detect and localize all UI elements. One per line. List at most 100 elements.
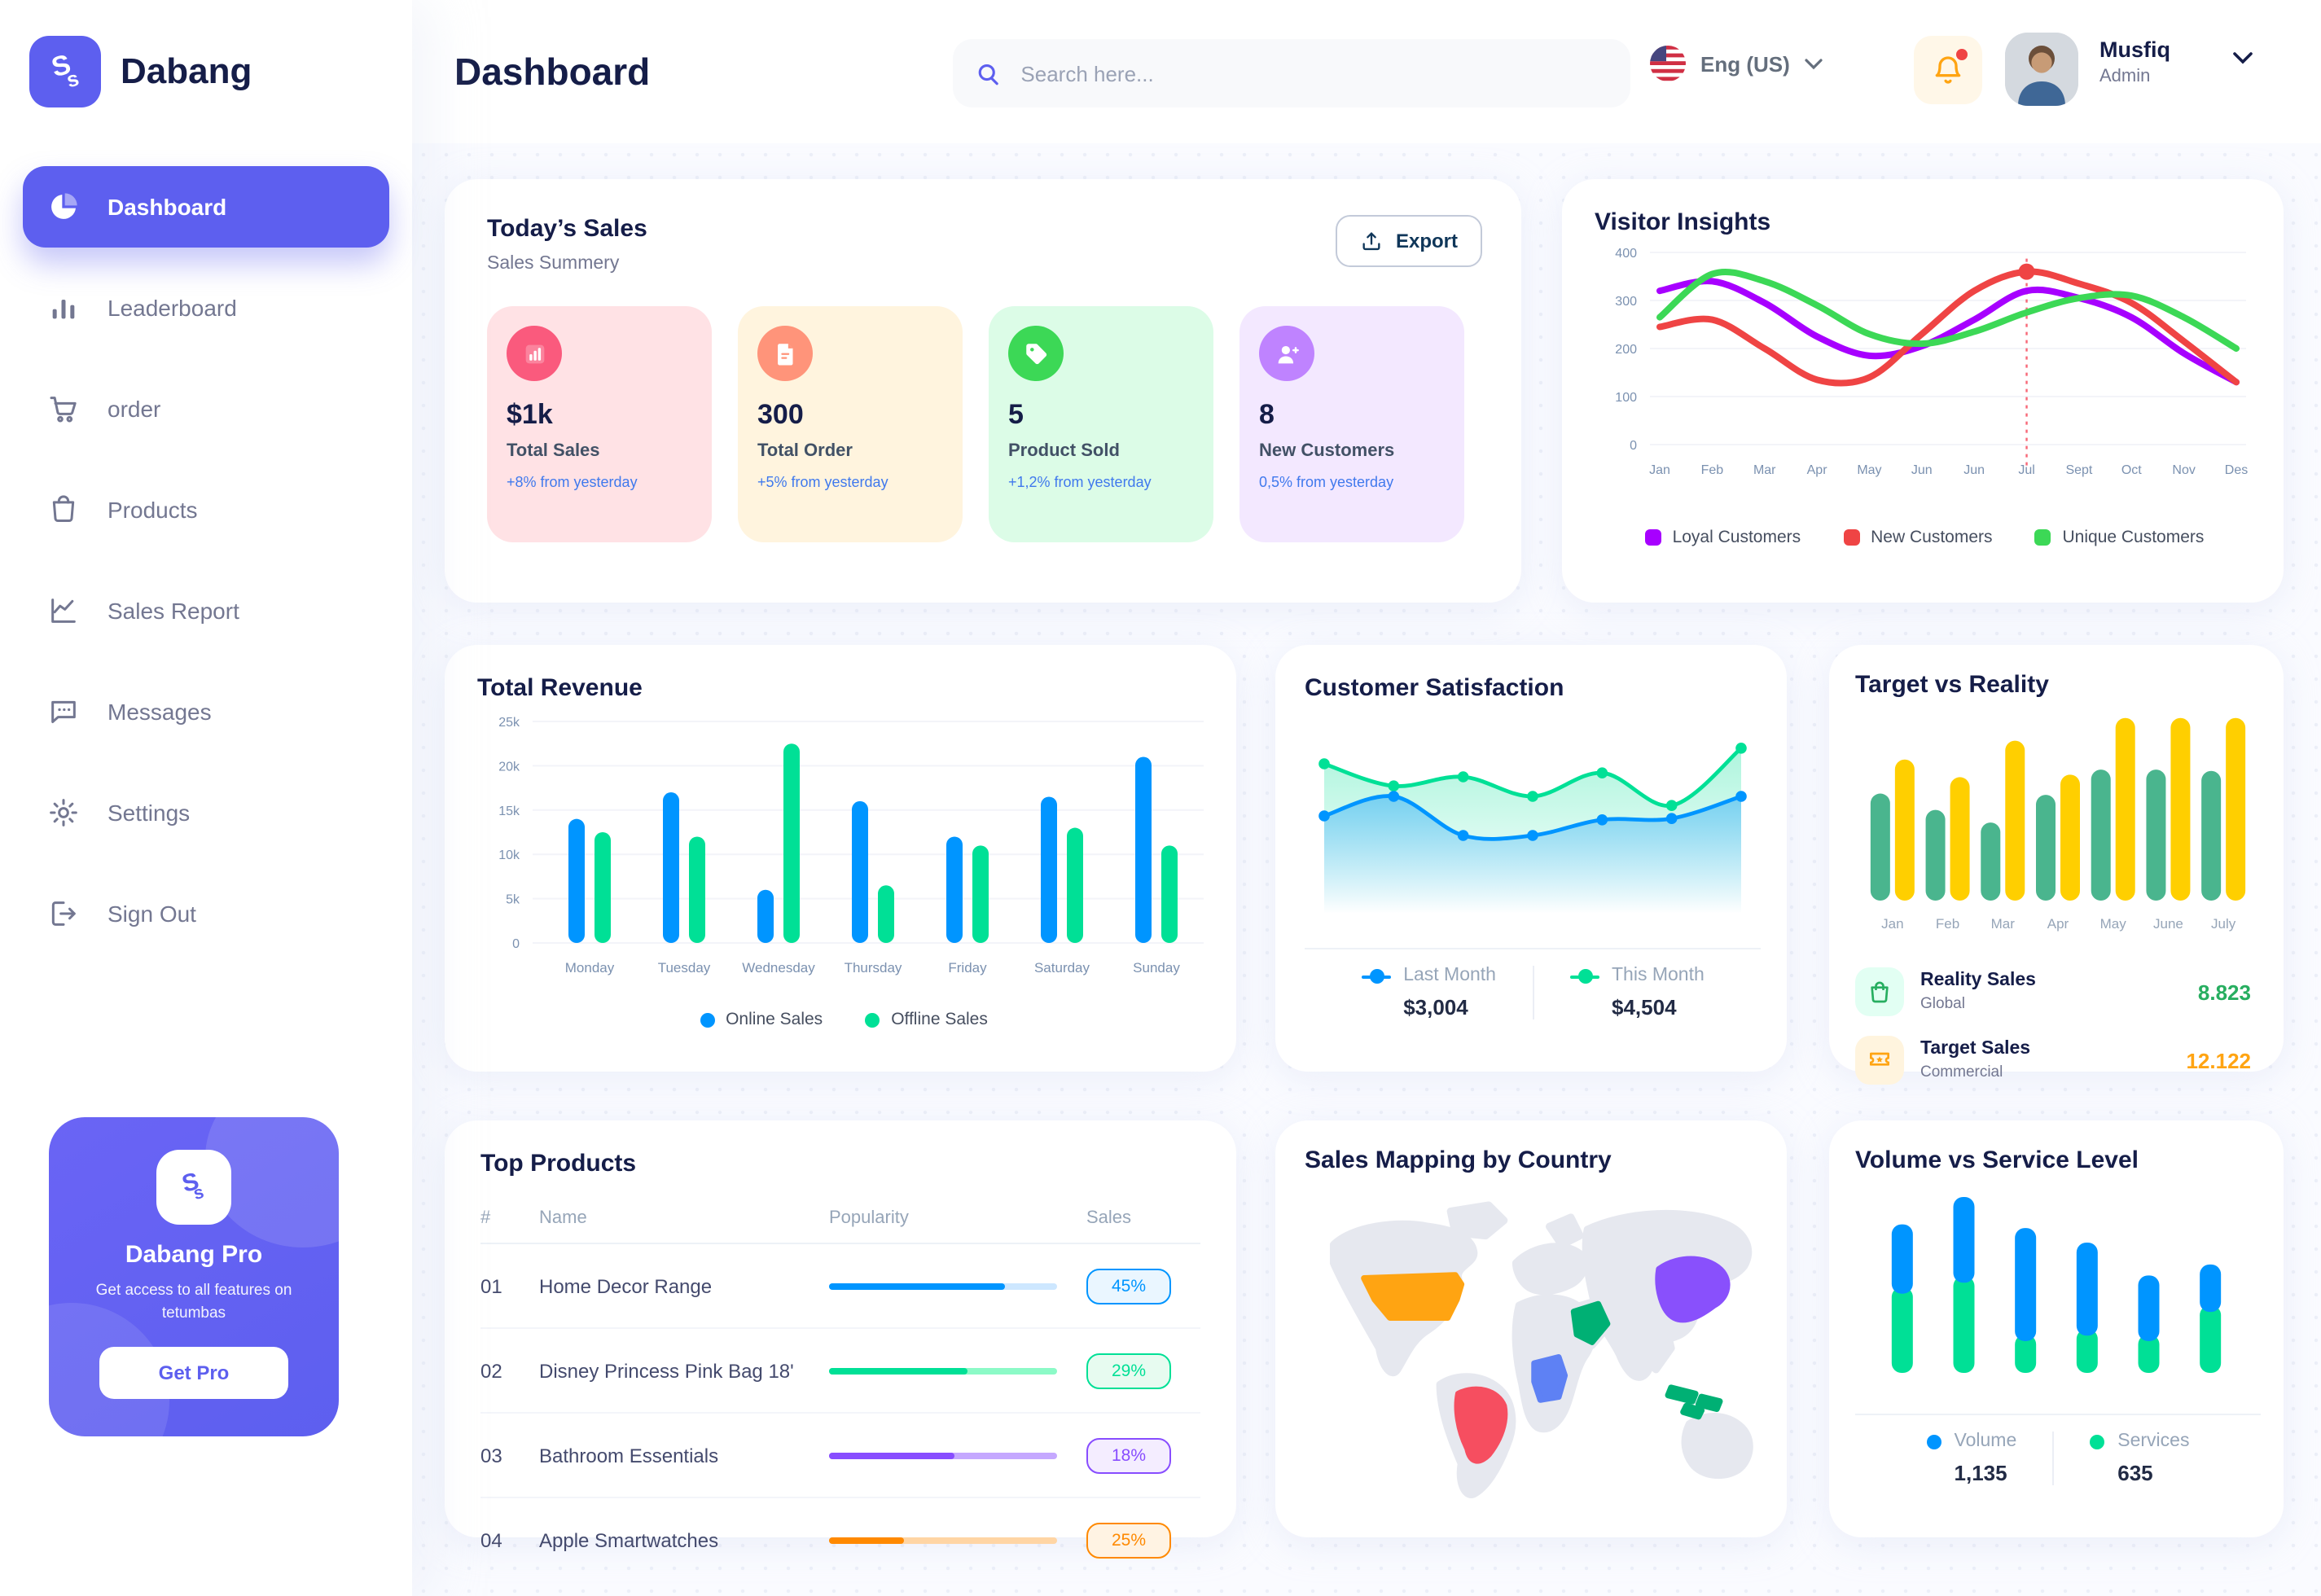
svg-text:0: 0 [1630, 439, 1637, 453]
stat-delta: +1,2% from yesterday [1008, 474, 1152, 490]
sales-badge: 45% [1086, 1268, 1171, 1304]
sign-out-icon [46, 896, 81, 932]
svg-text:100: 100 [1615, 391, 1637, 405]
content-area: Today’s Sales Sales Summery Export $1k T… [412, 143, 2321, 1596]
gear-icon [46, 795, 81, 831]
product-rank: 04 [480, 1528, 502, 1551]
stats-row: $1k Total Sales +8% from yesterday 300 T… [445, 274, 1521, 542]
stat-chart-icon [507, 326, 562, 381]
top-products-card: Top Products # Name Popularity Sales 01 … [445, 1120, 1236, 1558]
svg-text:Des: Des [2225, 463, 2248, 477]
stat-value: 5 [1008, 399, 1024, 430]
sidebar-item-label: Sign Out [107, 901, 196, 927]
product-name: Apple Smartwatches [539, 1528, 719, 1551]
stat-card-total-order[interactable]: 300 Total Order +5% from yesterday [738, 306, 963, 542]
svg-text:Jul: Jul [2018, 463, 2034, 477]
svg-text:Feb: Feb [1701, 463, 1724, 477]
svg-text:Apr: Apr [1807, 463, 1828, 477]
product-name: Bathroom Essentials [539, 1444, 719, 1467]
sidebar-item-sales-report[interactable]: Sales Report [23, 570, 389, 651]
product-row-apple-smartwatches[interactable]: 04 Apple Smartwatches 25% [480, 1498, 1200, 1581]
sales-mapping-title: Sales Mapping by Country [1305, 1147, 1612, 1174]
export-button[interactable]: Export [1335, 215, 1482, 267]
visitor-insights-card: Visitor Insights 0 100 200 300 400 Jan Feb Mar A… [1562, 179, 2284, 603]
stat-user-plus-icon [1259, 326, 1314, 381]
product-rank: 03 [480, 1444, 502, 1467]
language-selector[interactable]: Eng (US) [1650, 46, 1823, 81]
svg-text:400: 400 [1615, 247, 1637, 261]
sidebar-item-sign-out[interactable]: Sign Out [23, 873, 389, 954]
top-products-header: # Name Popularity Sales [480, 1194, 1200, 1244]
search-input[interactable] [1017, 59, 1608, 87]
sidebar-item-dashboard[interactable]: Dashboard [23, 166, 389, 248]
total-revenue-card: Total Revenue 0 5k 10k 15k 20k 25k Monday Tuesd… [445, 645, 1236, 1072]
sales-mapping-card: Sales Mapping by Country [1275, 1120, 1787, 1537]
stat-value: $1k [507, 399, 553, 430]
line-chart-icon [46, 593, 81, 629]
visitor-insights-chart: 0 100 200 300 400 Jan Feb Mar Apr May Jun Jun Jul Sep… [1615, 247, 2248, 477]
svg-text:Saturday: Saturday [1034, 960, 1090, 976]
this-month-total: $4,504 [1612, 995, 1677, 1019]
product-row-bathroom-essentials[interactable]: 03 Bathroom Essentials 18% [480, 1414, 1200, 1498]
stat-label: New Customers [1259, 441, 1395, 461]
top-products-title: Top Products [480, 1150, 637, 1177]
sidebar-item-settings[interactable]: Settings [23, 772, 389, 853]
pro-title: Dabang Pro [125, 1241, 263, 1269]
svg-text:Jan: Jan [1881, 916, 1903, 932]
product-name: Home Decor Range [539, 1274, 713, 1297]
svg-text:Sunday: Sunday [1133, 960, 1180, 976]
ticket-icon [1855, 1036, 1904, 1085]
country-dr-congo [1531, 1354, 1569, 1403]
stat-delta: 0,5% from yesterday [1259, 474, 1394, 490]
volume-service-title: Volume vs Service Level [1855, 1147, 2139, 1174]
sidebar-item-order[interactable]: order [23, 368, 389, 449]
total-revenue-title: Total Revenue [477, 674, 643, 702]
product-row-disney-princess-pink-bag-18[interactable]: 02 Disney Princess Pink Bag 18' 29% [480, 1329, 1200, 1414]
popularity-bar [829, 1537, 1057, 1543]
target-legend-target-sales: Target Sales Commercial 12.122 [1855, 1036, 2261, 1085]
legend-unique-customers: Unique Customers [2034, 528, 2204, 547]
stat-card-product-sold[interactable]: 5 Product Sold +1,2% from yesterday [989, 306, 1213, 542]
stat-label: Total Order [757, 441, 853, 461]
sidebar-item-products[interactable]: Products [23, 469, 389, 550]
popularity-bar [829, 1282, 1057, 1289]
stat-value: 8 [1259, 399, 1275, 430]
svg-text:Jan: Jan [1649, 463, 1670, 477]
user-menu-chevron-icon[interactable] [2233, 52, 2253, 65]
sidebar-item-label: Sales Report [107, 598, 239, 624]
stat-tag-icon [1008, 326, 1064, 381]
volume-service-chart [1891, 1197, 2222, 1373]
svg-text:0: 0 [512, 937, 520, 951]
volume-total: 1,135 [1954, 1461, 2007, 1485]
svg-text:Monday: Monday [565, 960, 615, 976]
stat-card-new-customers[interactable]: 8 New Customers 0,5% from yesterday [1239, 306, 1464, 542]
svg-text:May: May [1857, 463, 1881, 477]
notification-button[interactable] [1914, 36, 1982, 104]
language-label: Eng (US) [1700, 51, 1790, 76]
sidebar-item-messages[interactable]: Messages [23, 671, 389, 752]
today-sales-subtitle: Sales Summery [487, 254, 620, 274]
avatar[interactable] [2005, 33, 2078, 106]
svg-text:25k: 25k [498, 716, 520, 730]
target-legend-reality-sales: Reality Sales Global 8.823 [1855, 967, 2261, 1016]
svg-text:15k: 15k [498, 805, 520, 818]
sidebar-item-label: Products [107, 497, 198, 523]
sidebar-item-label: Dashboard [107, 194, 227, 220]
svg-text:Nov: Nov [2172, 463, 2195, 477]
sidebar-menu: Dashboard Leaderboard order Products Sales R… [0, 166, 412, 954]
get-pro-button[interactable]: Get Pro [99, 1346, 288, 1398]
product-row-home-decor-range[interactable]: 01 Home Decor Range 45% [480, 1244, 1200, 1329]
stat-card-total-sales[interactable]: $1k Total Sales +8% from yesterday [487, 306, 712, 542]
search-bar [953, 39, 1630, 107]
sidebar-item-leaderboard[interactable]: Leaderboard [23, 267, 389, 349]
mini-bag-icon [1855, 967, 1904, 1016]
country-united-states [1361, 1272, 1465, 1321]
stat-delta: +8% from yesterday [507, 474, 638, 490]
sidebar-item-label: Leaderboard [107, 295, 237, 321]
product-rank: 01 [480, 1274, 502, 1297]
sales-badge: 25% [1086, 1522, 1171, 1558]
brand-name: Dabang [121, 50, 252, 91]
